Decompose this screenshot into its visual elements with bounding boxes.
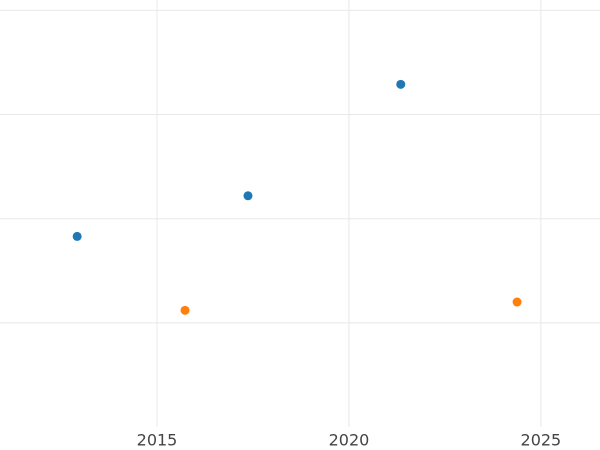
x-tick-label: 2025: [521, 431, 562, 450]
point: [180, 305, 190, 315]
point: [512, 297, 522, 307]
point: [243, 191, 253, 201]
point: [396, 79, 406, 89]
x-tick-label: 2015: [137, 431, 178, 450]
point: [72, 231, 82, 241]
x-tick-label: 2020: [329, 431, 370, 450]
